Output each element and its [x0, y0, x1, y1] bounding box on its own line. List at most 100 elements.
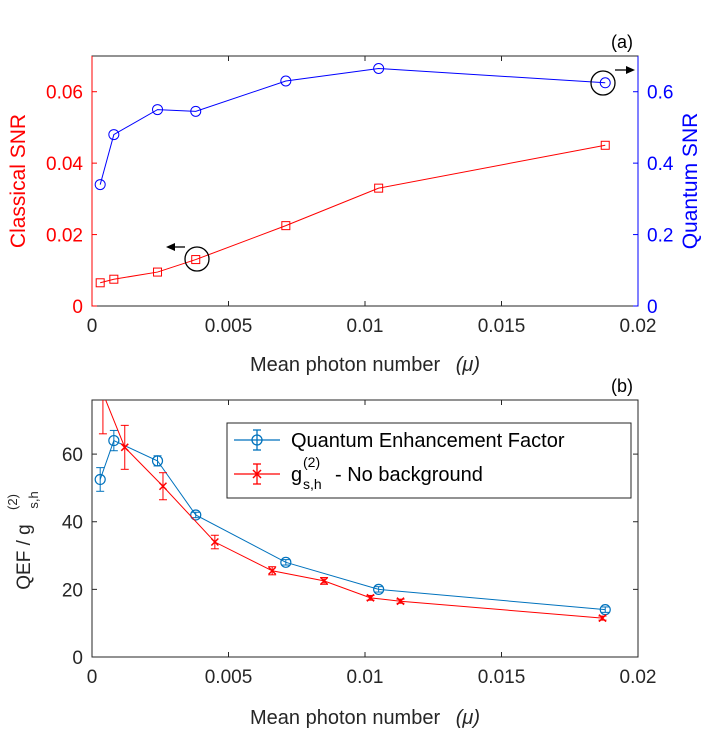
x-tick-label: 0.005 — [205, 667, 253, 688]
panel-a-x-label-mu: (μ) — [456, 354, 480, 376]
panel-b-label: (b) — [611, 376, 633, 396]
g2-no-background-point-stroke-b — [158, 482, 168, 491]
g2-no-background-point — [598, 614, 607, 623]
g2-no-background-point — [210, 537, 219, 547]
g2-no-background-point — [120, 443, 129, 452]
g2-no-background-point-stroke-b — [598, 614, 607, 623]
panel-b-y-label: QEF / g (2) s,h — [5, 491, 41, 589]
g2-no-background-point-stroke-b — [210, 537, 219, 547]
legend-box — [226, 422, 632, 499]
quantum-snr-point — [152, 104, 164, 116]
g2-no-background-point — [158, 482, 168, 491]
qef-errorbar — [374, 586, 383, 593]
legend-label-qef: Quantum Enhancement Factor — [291, 430, 565, 452]
x-tick-label: 0.01 — [347, 667, 384, 688]
right-y-tick-label: 0.4 — [647, 154, 674, 175]
g2-no-background-point-stroke-b — [366, 593, 375, 602]
classical-snr-point — [109, 274, 119, 284]
x-tick-label: 0.02 — [620, 316, 657, 337]
classical-snr-point — [281, 221, 291, 231]
g2-no-background-point — [268, 566, 277, 575]
legend-label-g2: g (2) s,h - No background — [291, 454, 483, 492]
classical-snr-point — [191, 255, 201, 265]
quantum-snr-point — [280, 75, 292, 87]
panel-a-x-ticks: 0 0.005 0.01 0.015 0.02 — [87, 56, 657, 337]
g2-no-background-errorbar — [98, 400, 107, 435]
panel-b-series-clipped — [94, 390, 611, 623]
panel-b-x-label-mu: (μ) — [456, 707, 480, 729]
panel-b-qef-chart: (b) 0 0.005 0.01 0.015 0.02 0 20 40 60 Quantum … — [5, 376, 657, 729]
classical-snr-point — [374, 183, 384, 193]
legend-marker-g2 — [234, 463, 280, 485]
x-tick-label: 0 — [87, 316, 98, 337]
g2-no-background-point-stroke-b — [268, 566, 277, 575]
panel-a-label: (a) — [611, 32, 633, 52]
panel-a-series — [94, 63, 611, 288]
quantum-axis-indicator — [590, 66, 635, 96]
panel-a-snr-chart: (a) 0 0.005 0.01 0.015 0.02 00.020.040.06 00… — [7, 32, 702, 376]
panel-a-left-y-ticks: 0 0.02 0.04 0.06 — [46, 56, 97, 318]
panel-a-left-y-label: Classical SNR — [7, 114, 30, 248]
qef-errorbar — [281, 559, 290, 566]
classical-axis-indicator — [166, 243, 210, 272]
panel-b-y-label-text: QEF / g — [14, 524, 35, 589]
x-tick-label: 0.01 — [347, 316, 384, 337]
quantum-snr-point — [190, 105, 202, 117]
panel-b-y-label-sup: (2) — [5, 494, 20, 510]
left-y-tick-label: 0.02 — [46, 226, 83, 247]
x-tick-label: 0 — [87, 667, 98, 688]
y-tick-label: 40 — [62, 513, 83, 534]
qef-errorbar — [109, 429, 118, 452]
g2-no-background-point-stroke-a — [99, 390, 106, 397]
panel-b-y-ticks: 0 20 40 60 — [62, 445, 638, 669]
legend-label-g2-sub: s,h — [303, 476, 322, 492]
panel-b-legend: Quantum Enhancement Factor g (2) s,h - N… — [226, 422, 632, 499]
qef-point — [280, 556, 292, 568]
qef-point — [373, 583, 385, 595]
quantum-snr-point — [599, 77, 611, 89]
qef-point — [151, 455, 164, 467]
classical-snr-point — [153, 267, 163, 277]
right-y-tick-label: 0.6 — [647, 83, 673, 104]
x-tick-label: 0.015 — [478, 667, 526, 688]
qef-errorbar — [601, 606, 610, 613]
x-tick-label: 0.005 — [205, 316, 253, 337]
panel-a-right-y-ticks: 0 0.2 0.4 0.6 — [633, 56, 674, 318]
g2-no-background-point — [99, 390, 106, 397]
g2-no-background-point-stroke-b — [99, 390, 106, 397]
quantum-snr-point — [94, 179, 106, 191]
panel-b-series — [94, 390, 611, 623]
left-y-tick-label: 0.04 — [46, 154, 83, 175]
classical-snr-point — [600, 140, 610, 150]
quantum-snr-line — [99, 67, 606, 185]
panel-a-x-label: Mean photon number (μ) — [250, 354, 480, 376]
quantum-snr-point — [373, 63, 385, 74]
panel-a-x-label-text: Mean photon number — [250, 354, 440, 376]
legend-label-g2-sup: (2) — [303, 454, 320, 470]
g2-no-background-point-stroke-b — [396, 597, 405, 606]
quantum-snr-point — [108, 129, 120, 141]
qef-point — [94, 473, 106, 486]
g2-no-background-point — [320, 576, 329, 585]
legend-marker-qef — [234, 429, 280, 451]
x-tick-label: 0.02 — [620, 667, 657, 688]
qef-errorbar — [191, 511, 200, 519]
y-tick-label: 60 — [62, 445, 83, 466]
x-tick-label: 0.015 — [478, 316, 526, 337]
left-y-tick-label: 0 — [72, 297, 83, 318]
classical-snr-point — [95, 278, 105, 288]
left-y-tick-label: 0.06 — [46, 83, 83, 104]
qef-errorbar — [96, 467, 105, 492]
panel-b-x-label-text: Mean photon number — [250, 707, 440, 729]
panel-a-plot-area — [91, 55, 639, 307]
g2-no-background-point-stroke-b — [320, 576, 329, 585]
g2-no-background-point — [396, 597, 405, 606]
right-y-tick-label: 0 — [647, 297, 658, 318]
y-tick-label: 20 — [62, 580, 83, 601]
legend-label-g2-suffix: - No background — [335, 464, 483, 486]
g2-no-background-point — [366, 593, 375, 602]
g2-no-background-point-stroke-b — [120, 443, 129, 452]
panel-b-y-label-sub: s,h — [26, 491, 41, 508]
legend-label-g2-main: g — [291, 464, 302, 486]
